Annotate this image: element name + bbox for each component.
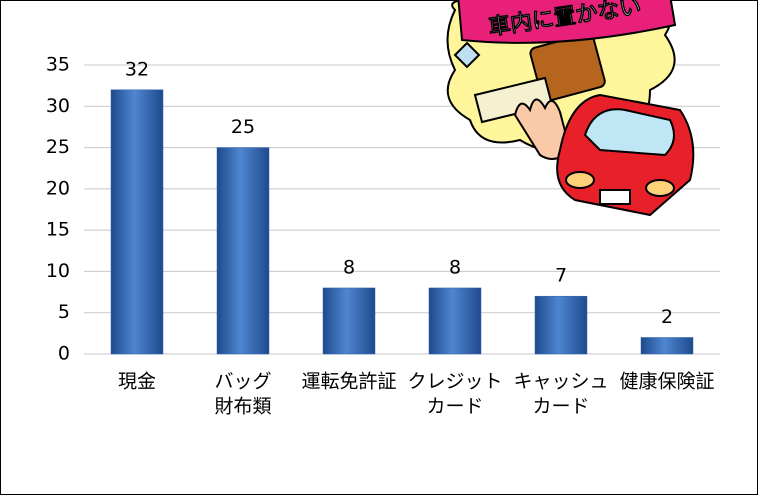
x-tick-label: 財布類 <box>214 396 271 418</box>
x-tick-label: カード <box>426 396 483 418</box>
x-tick-label: キャッシュ <box>513 371 608 393</box>
y-tick-label: 20 <box>46 177 70 199</box>
value-label: 8 <box>343 256 355 278</box>
x-tick-label: 運転免許証 <box>301 371 396 393</box>
value-label: 8 <box>449 256 461 278</box>
value-label: 32 <box>125 58 149 80</box>
y-tick-label: 35 <box>46 54 70 76</box>
value-label: 7 <box>555 265 567 287</box>
x-tick-label: バッグ <box>214 371 271 393</box>
y-tick-label: 30 <box>46 95 70 117</box>
value-label: 2 <box>661 306 673 328</box>
bar <box>323 288 375 354</box>
y-tick-label: 5 <box>58 301 70 323</box>
y-tick-label: 0 <box>58 343 70 365</box>
x-tick-label: カード <box>532 396 589 418</box>
bar <box>535 296 587 354</box>
y-tick-label: 15 <box>46 219 70 241</box>
y-tick-label: 25 <box>46 136 70 158</box>
value-label: 25 <box>231 116 255 138</box>
x-tick-label: 健康保険証 <box>619 371 714 393</box>
bar <box>429 288 481 354</box>
bar <box>641 337 693 354</box>
y-tick-label: 10 <box>46 260 70 282</box>
bar <box>111 90 163 354</box>
bar <box>217 148 269 354</box>
chart: 0 5 10 15 20 25 30 35 32 現金 25 バッグ財布類 8 運転免許証 8 クレジットカー… <box>0 0 758 495</box>
x-tick-label: クレジット <box>407 371 502 393</box>
x-tick-label: 現金 <box>118 371 156 393</box>
